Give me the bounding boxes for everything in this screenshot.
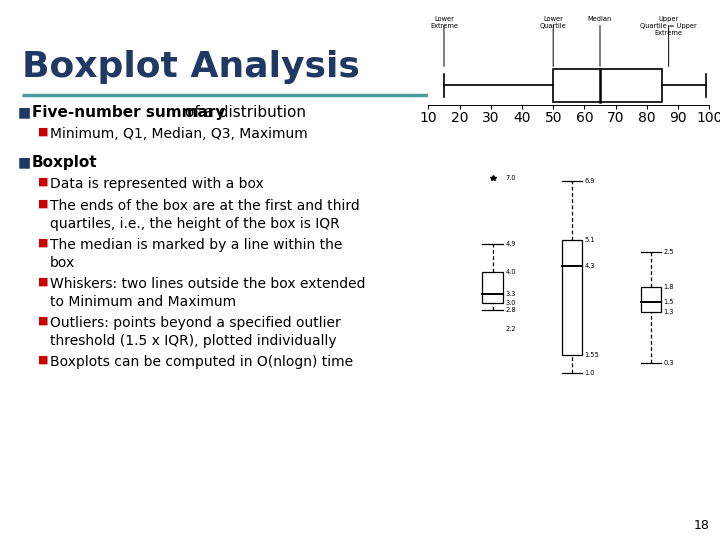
Text: ■: ■: [38, 177, 48, 187]
Text: 1.3: 1.3: [664, 309, 674, 315]
Text: 4.0: 4.0: [505, 269, 516, 275]
Text: The median is marked by a line within the
box: The median is marked by a line within th…: [50, 238, 343, 270]
Bar: [482, 272, 503, 303]
Text: 6.9: 6.9: [585, 178, 595, 185]
Text: 1.0: 1.0: [585, 369, 595, 376]
Text: 1.55: 1.55: [585, 352, 599, 358]
Text: ■: ■: [38, 355, 48, 365]
Text: 4.3: 4.3: [585, 262, 595, 269]
Text: 2.8: 2.8: [505, 307, 516, 313]
Text: 3.0: 3.0: [505, 300, 516, 306]
Text: 3.3: 3.3: [505, 291, 516, 297]
Text: Boxplot Analysis: Boxplot Analysis: [22, 50, 360, 84]
Text: ■: ■: [18, 105, 31, 119]
Text: 1.8: 1.8: [664, 284, 674, 291]
Text: Boxplots can be computed in O(nlogn) time: Boxplots can be computed in O(nlogn) tim…: [50, 355, 353, 369]
Text: 7.0: 7.0: [505, 175, 516, 181]
Text: Lower
Extreme: Lower Extreme: [430, 16, 458, 29]
Text: Boxplot: Boxplot: [32, 155, 98, 170]
Text: ■: ■: [38, 316, 48, 326]
Text: 4.9: 4.9: [505, 241, 516, 247]
Text: of a distribution: of a distribution: [180, 105, 306, 120]
Text: Minimum, Q1, Median, Q3, Maximum: Minimum, Q1, Median, Q3, Maximum: [50, 127, 307, 141]
Text: Median: Median: [588, 16, 612, 22]
Text: Data is represented with a box: Data is represented with a box: [50, 177, 264, 191]
Text: ■: ■: [38, 199, 48, 209]
Text: Lower
Quartile: Lower Quartile: [540, 16, 567, 29]
Text: 0.3: 0.3: [664, 360, 674, 366]
Text: ■: ■: [38, 127, 48, 137]
Text: ■: ■: [38, 238, 48, 248]
Text: Outliers: points beyond a specified outlier
threshold (1.5 x IQR), plotted indiv: Outliers: points beyond a specified outl…: [50, 316, 341, 348]
Text: Upper
Quartile = Upper
Extreme: Upper Quartile = Upper Extreme: [640, 16, 697, 36]
Text: ■: ■: [38, 277, 48, 287]
Text: Whiskers: two lines outside the box extended
to Minimum and Maximum: Whiskers: two lines outside the box exte…: [50, 277, 366, 309]
Text: 2.5: 2.5: [664, 249, 675, 255]
Bar: [562, 240, 582, 355]
Text: 1.5: 1.5: [664, 299, 674, 306]
Text: 18: 18: [694, 519, 710, 532]
Text: Five-number summary: Five-number summary: [32, 105, 225, 120]
Text: The ends of the box are at the first and third
quartiles, i.e., the height of th: The ends of the box are at the first and…: [50, 199, 360, 231]
Text: 2.2: 2.2: [505, 326, 516, 332]
Bar: [553, 69, 662, 102]
Bar: [641, 287, 662, 313]
Text: 5.1: 5.1: [585, 237, 595, 243]
Text: ■: ■: [18, 155, 31, 169]
